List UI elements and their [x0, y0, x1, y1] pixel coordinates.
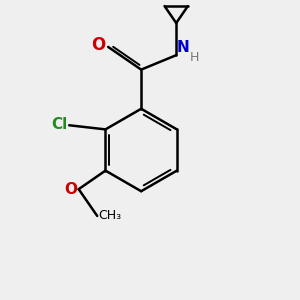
Text: CH₃: CH₃ — [99, 209, 122, 223]
Text: O: O — [91, 37, 105, 55]
Text: Cl: Cl — [52, 117, 68, 132]
Text: O: O — [64, 182, 77, 197]
Text: N: N — [177, 40, 190, 55]
Text: H: H — [190, 51, 199, 64]
